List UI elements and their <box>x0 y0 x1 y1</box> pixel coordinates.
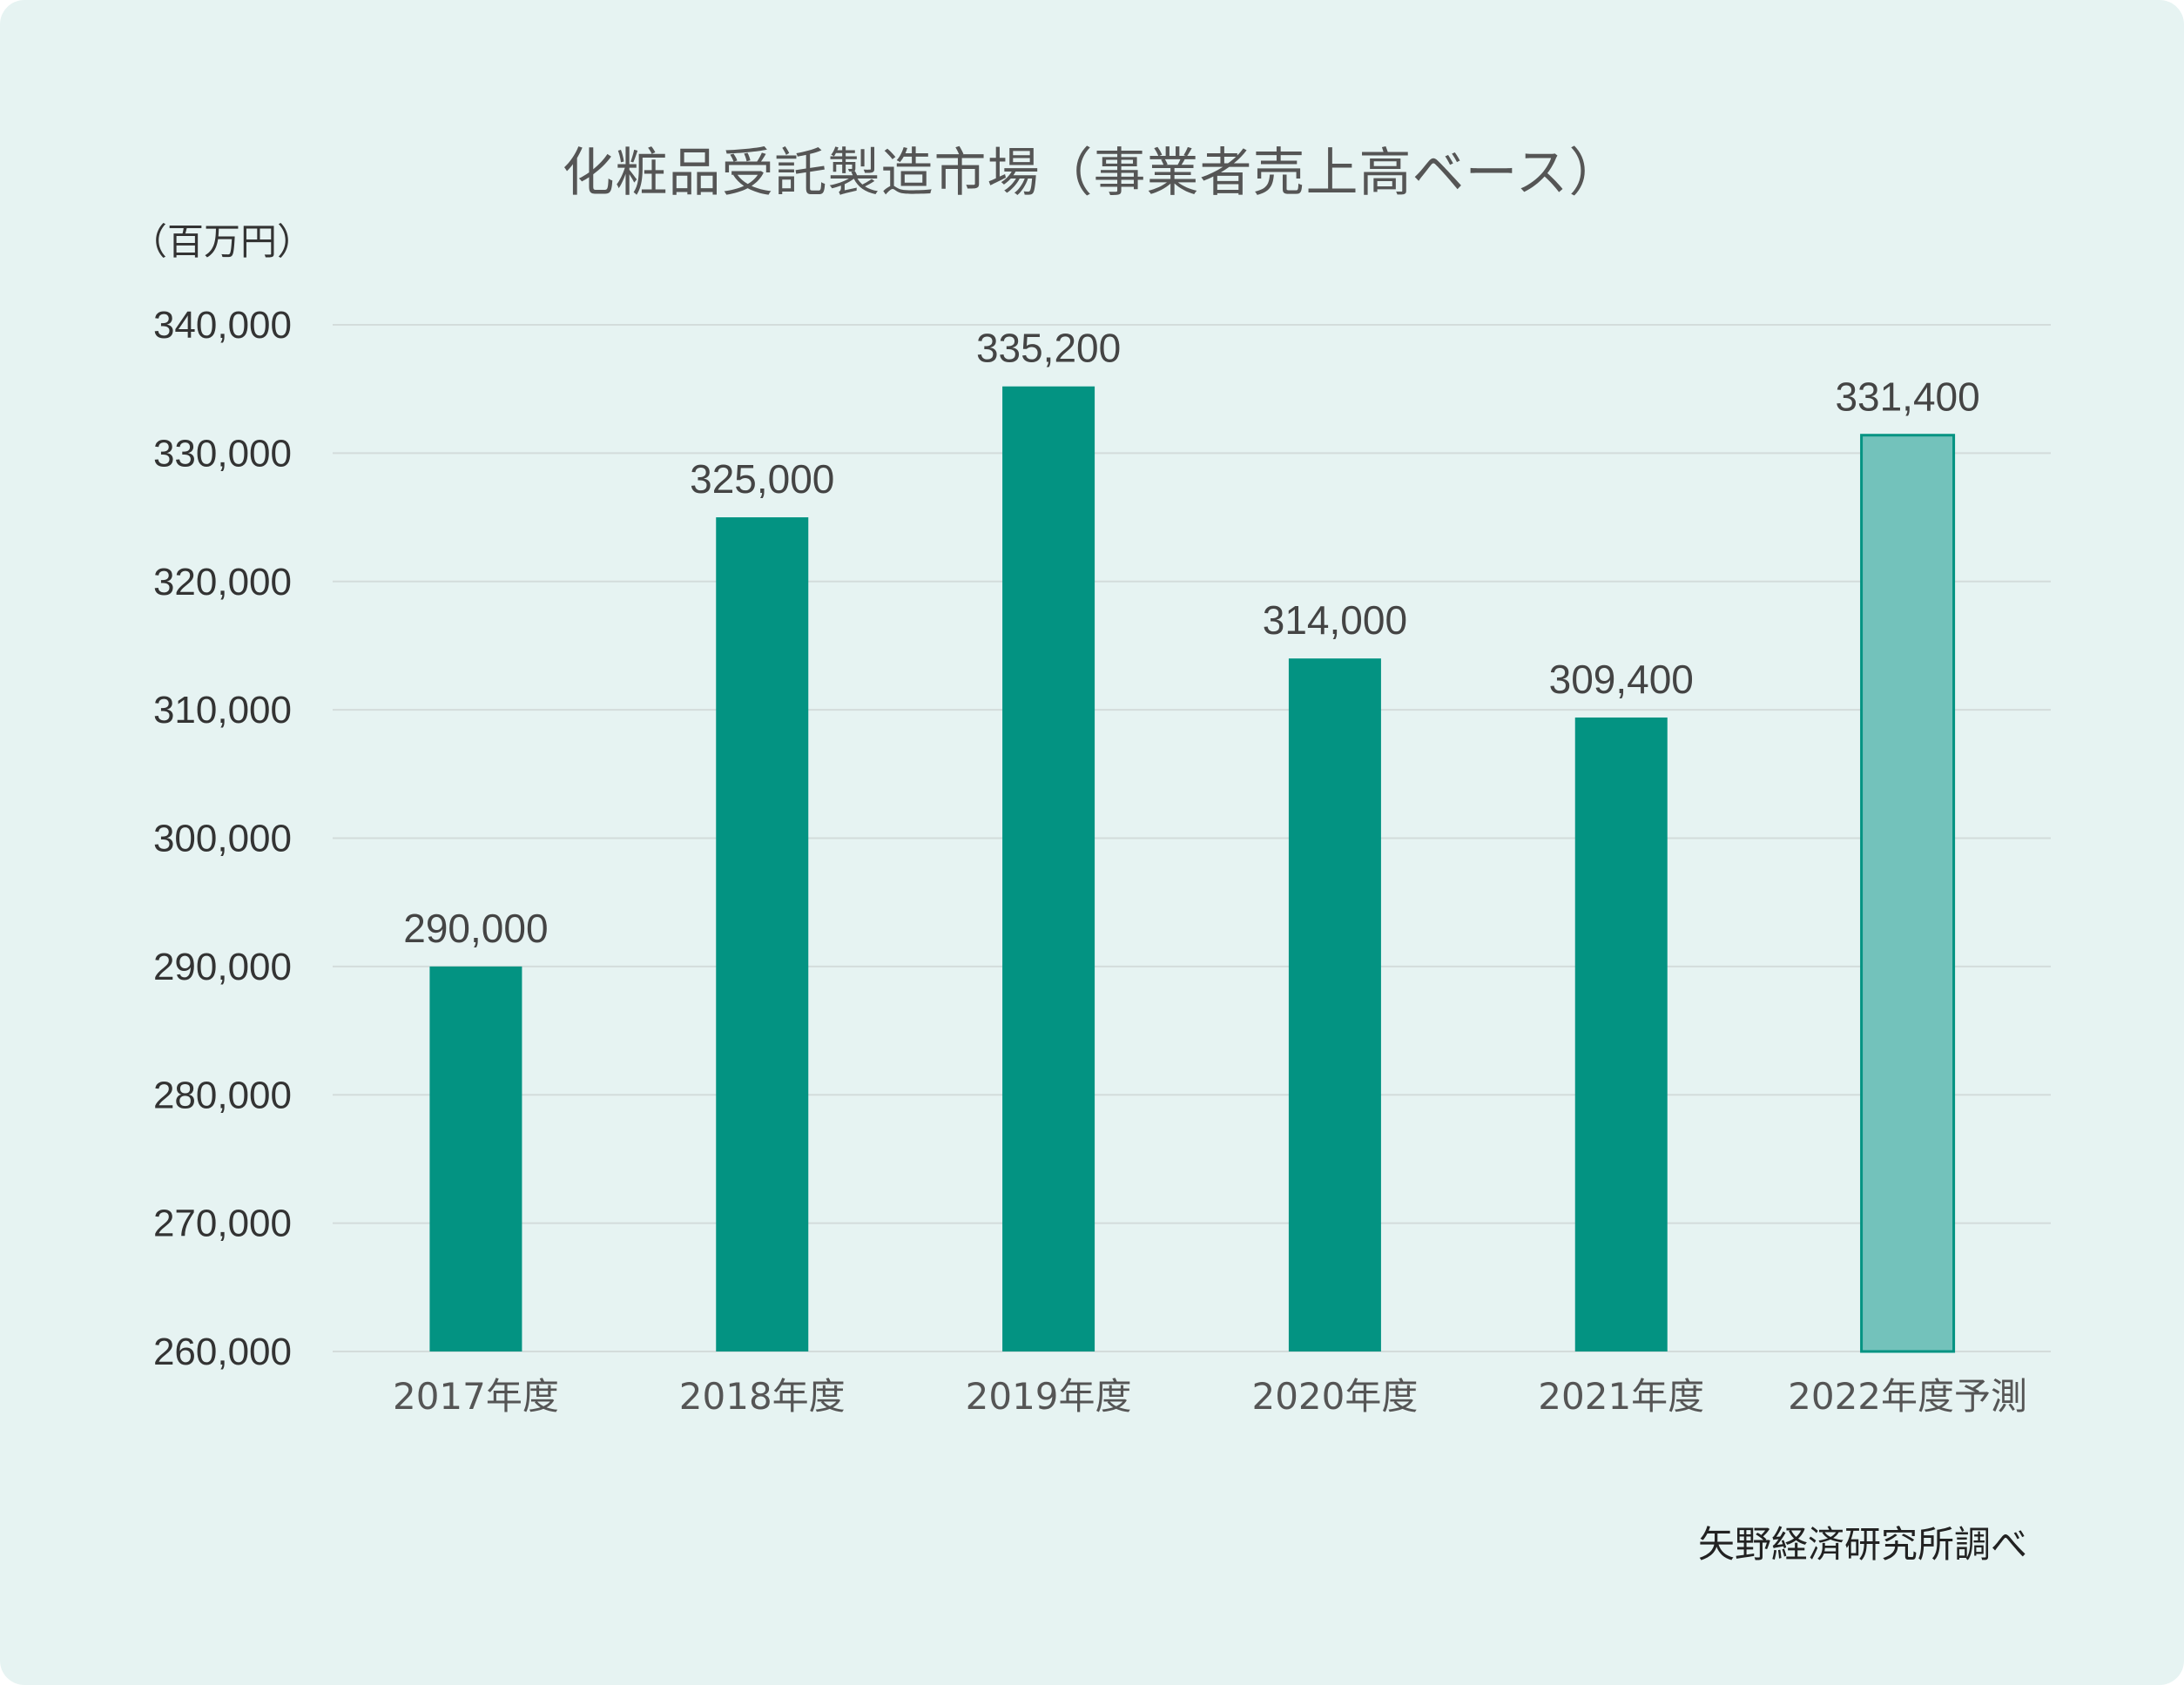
data-label: 335,200 <box>976 326 1121 371</box>
source-note: 矢野経済研究所調べ <box>1697 1523 2027 1566</box>
y-tick-label: 300,000 <box>153 818 292 860</box>
y-tick-label: 270,000 <box>153 1203 292 1245</box>
y-tick-label: 310,000 <box>153 689 292 731</box>
chart-title: 化粧品受託製造市場（事業者売上高ベース） <box>562 143 1622 204</box>
y-axis-ticks: 260,000 270,000 280,000 290,000 300,000 310,0… <box>153 304 292 1373</box>
y-tick-label: 280,000 <box>153 1074 292 1116</box>
data-label: 325,000 <box>690 456 834 502</box>
data-label: 314,000 <box>1263 597 1407 643</box>
bar <box>716 517 809 1351</box>
y-tick-label: 330,000 <box>153 432 292 475</box>
bars <box>429 386 1956 1353</box>
x-tick-label: 2019年度 <box>966 1375 1132 1418</box>
x-tick-label: 2022年度予測 <box>1788 1375 2027 1418</box>
data-labels: 290,000 325,000 335,200 314,000 309,400 331,4… <box>403 326 1979 951</box>
gridlines <box>333 324 2051 1352</box>
bar <box>1288 658 1381 1351</box>
x-tick-label: 2020年度 <box>1251 1375 1418 1418</box>
y-tick-label: 290,000 <box>153 946 292 988</box>
x-tick-label: 2021年度 <box>1538 1375 1704 1418</box>
bar-forecast <box>1860 434 1956 1353</box>
bar <box>1002 386 1095 1351</box>
y-tick-label: 260,000 <box>153 1331 292 1373</box>
bar <box>1574 717 1668 1351</box>
y-tick-label: 320,000 <box>153 561 292 603</box>
y-axis-unit-label: （百万円） <box>131 220 314 263</box>
data-label: 331,400 <box>1835 374 1979 420</box>
data-label: 309,400 <box>1549 657 1694 702</box>
data-label: 290,000 <box>403 906 548 951</box>
x-axis-ticks: 2017年度 2018年度 2019年度 2020年度 2021年度 2022年度予測 <box>393 1375 2027 1418</box>
x-tick-label: 2017年度 <box>393 1375 559 1418</box>
bar <box>429 966 522 1351</box>
x-tick-label: 2018年度 <box>679 1375 846 1418</box>
y-tick-label: 340,000 <box>153 304 292 347</box>
